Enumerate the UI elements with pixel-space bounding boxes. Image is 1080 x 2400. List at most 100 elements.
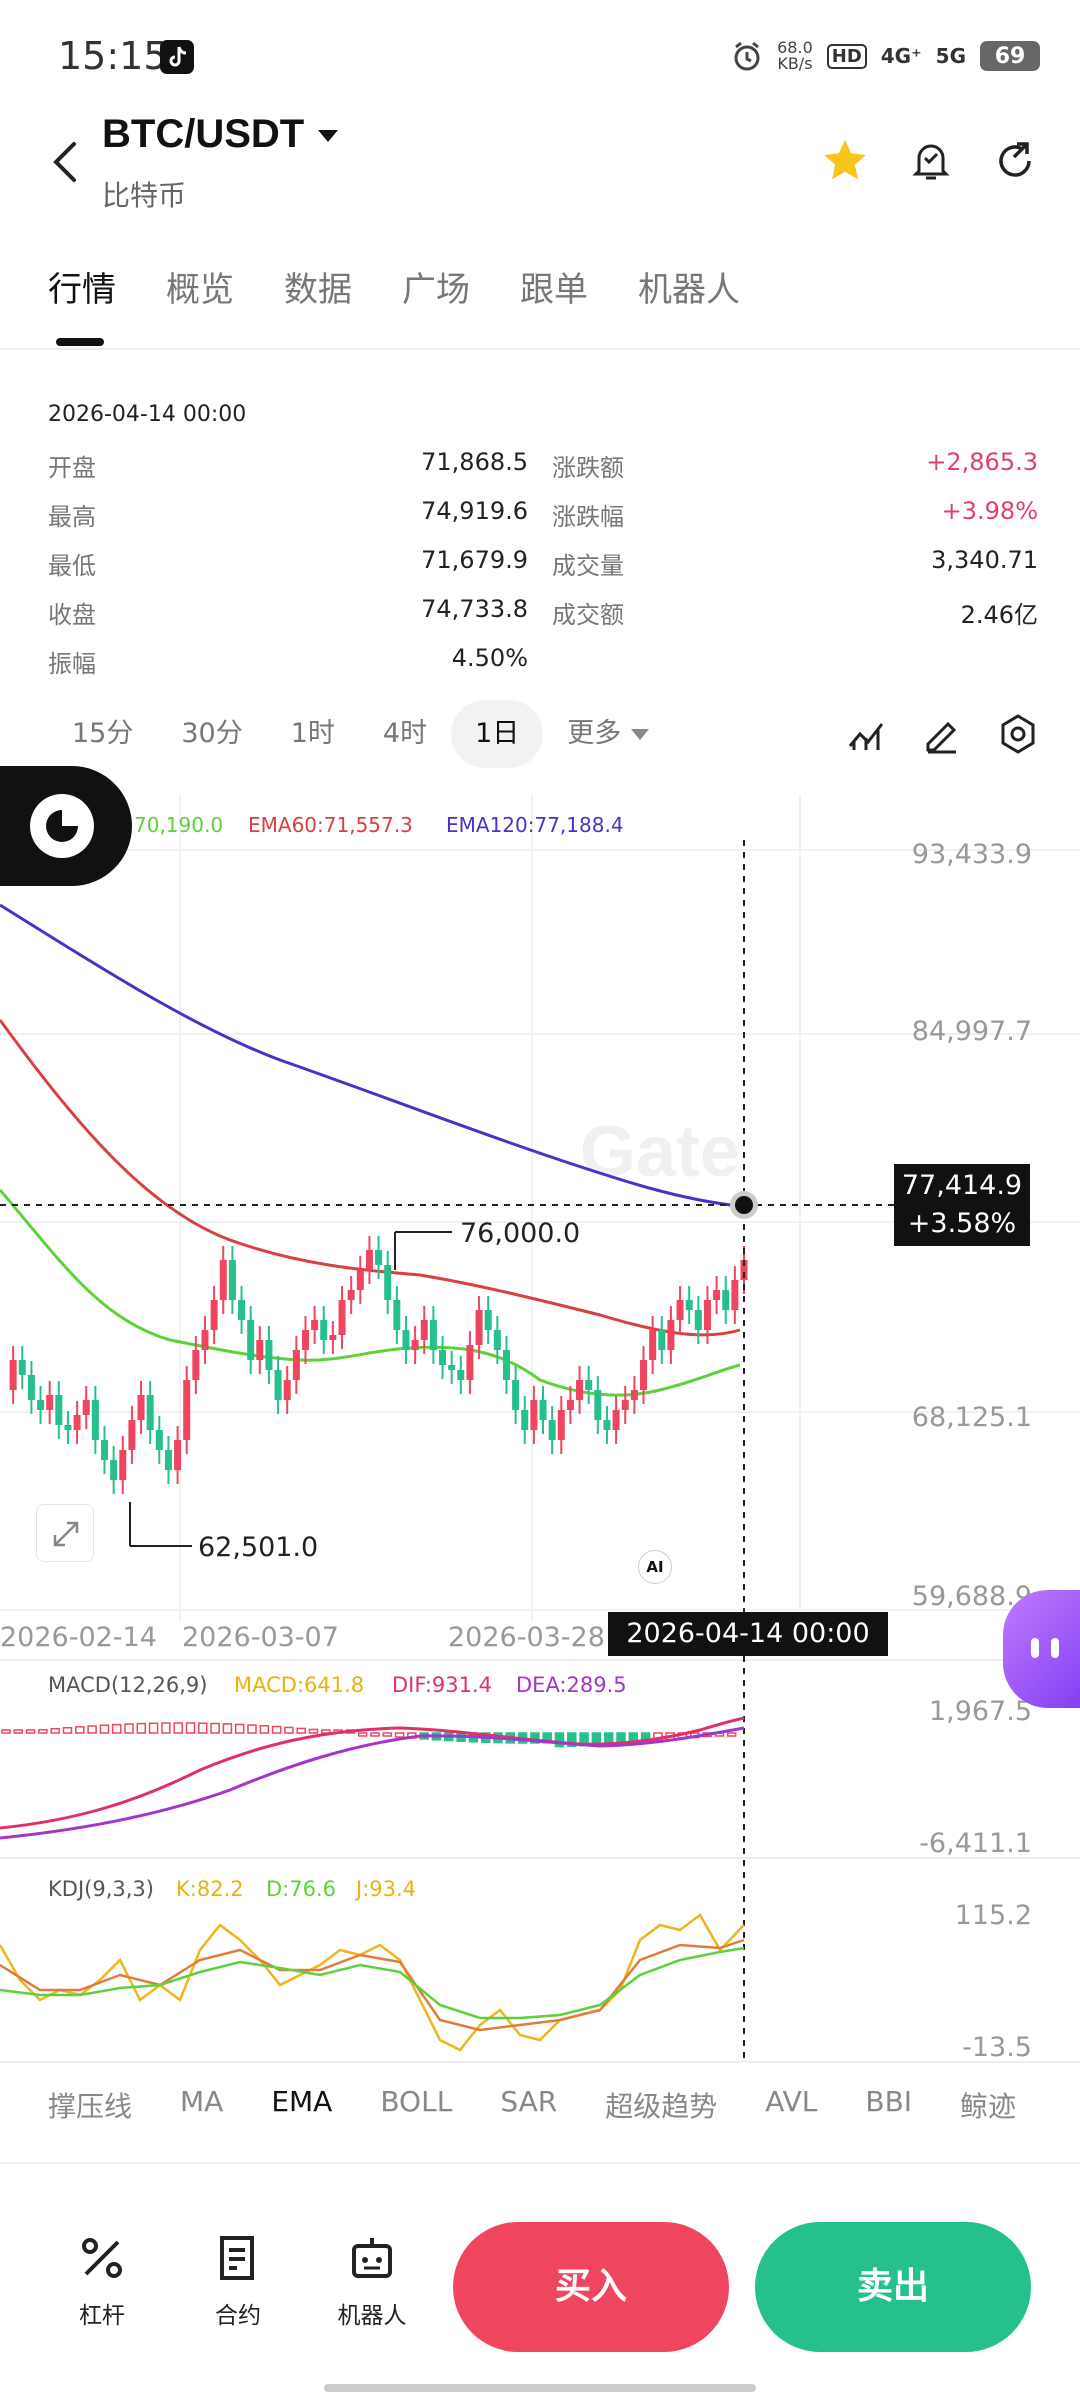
indicator-avl[interactable]: AVL xyxy=(765,2085,818,2118)
candle-body xyxy=(320,1320,328,1340)
candle-body xyxy=(384,1265,392,1300)
macd-bar xyxy=(62,1726,73,1734)
candle-body xyxy=(219,1260,227,1300)
macd-bar xyxy=(308,1728,319,1734)
candle-body xyxy=(228,1260,236,1300)
macd-bar xyxy=(173,1722,183,1734)
kdj-d-value: D:76.6 xyxy=(266,1877,336,1901)
candle-body xyxy=(82,1400,90,1415)
indicator-boll[interactable]: BOLL xyxy=(380,2085,453,2118)
cursor-price: 77,414.9 xyxy=(901,1170,1023,1201)
contract-button[interactable]: 合约 xyxy=(188,2232,288,2330)
chevron-down-icon[interactable] xyxy=(318,130,338,142)
tab-copy-trading[interactable]: 跟单 xyxy=(520,270,588,310)
ai-button[interactable]: AI xyxy=(638,1550,672,1584)
macd-bar xyxy=(136,1722,147,1734)
divider xyxy=(0,348,1080,350)
candle-body xyxy=(722,1290,730,1310)
indicator-sar[interactable]: SAR xyxy=(500,2085,558,2118)
kdj-axis-top: 115.2 xyxy=(955,1900,1032,1931)
leverage-button[interactable]: 杠杆 xyxy=(52,2232,152,2330)
candle-body xyxy=(375,1250,383,1265)
dif-value: DIF:931.4 xyxy=(392,1673,492,1697)
indicator-whale[interactable]: 鲸迹 xyxy=(960,2090,1017,2123)
candle-body xyxy=(539,1400,547,1420)
info-row: 最低 71,679.9 成交量 3,340.71 xyxy=(48,546,1038,590)
candlestick-chart[interactable]: Gate 76,000.0 62,501.0 93,433.9 84,997.7… xyxy=(0,0,1080,2080)
period-30m[interactable]: 30分 xyxy=(181,718,243,749)
indicator-bbi[interactable]: BBI xyxy=(865,2085,913,2118)
tab-data[interactable]: 数据 xyxy=(284,270,352,310)
indicator-support-resistance[interactable]: 撑压线 xyxy=(48,2090,133,2123)
kdj-legend: KDJ(9,3,3) K:82.2 D:76.6 J:93.4 xyxy=(48,1877,416,1901)
period-1d[interactable]: 1日 xyxy=(451,700,544,768)
candle-body xyxy=(347,1290,355,1300)
tab-bots[interactable]: 机器人 xyxy=(638,270,740,310)
buy-button[interactable]: 买入 xyxy=(453,2222,729,2352)
cursor-date-box: 2026-04-14 00:00 xyxy=(608,1612,888,1656)
share-icon[interactable] xyxy=(990,136,1040,186)
home-indicator xyxy=(324,2384,756,2392)
dea-value: DEA:289.5 xyxy=(516,1673,627,1697)
indicator-supertrend[interactable]: 超级趋势 xyxy=(605,2090,718,2123)
expand-chart-button[interactable] xyxy=(36,1504,94,1562)
status-icons: 68.0 KB/s HD 4G⁺ 5G 69 xyxy=(731,34,1040,78)
tab-overview[interactable]: 概览 xyxy=(166,270,234,310)
cursor-price-box: 77,414.9 +3.58% xyxy=(894,1164,1030,1246)
macd-bar xyxy=(38,1728,48,1734)
kdj-axis: 115.2 -13.5 xyxy=(955,1900,1032,2063)
candle-body xyxy=(110,1460,118,1480)
candle-body xyxy=(612,1410,620,1430)
candle-body xyxy=(439,1350,447,1365)
candle-body xyxy=(713,1290,721,1300)
alarm-icon xyxy=(734,41,760,71)
tab-square[interactable]: 广场 xyxy=(402,270,470,310)
settings-icon[interactable] xyxy=(996,712,1040,756)
ema120-line xyxy=(0,903,741,1208)
candle-body xyxy=(292,1350,300,1380)
candle-body xyxy=(238,1300,246,1320)
info-label: 最高 xyxy=(48,503,96,531)
candle-body xyxy=(703,1300,711,1330)
indicator-ema[interactable]: EMA xyxy=(271,2085,333,2118)
info-value: 71,679.9 xyxy=(421,546,528,574)
period-4h[interactable]: 4时 xyxy=(382,718,428,749)
macd-bar xyxy=(357,1732,368,1737)
macd-bar xyxy=(198,1722,208,1734)
candle-body xyxy=(301,1330,309,1350)
draw-pen-icon[interactable] xyxy=(920,712,964,756)
candle-body xyxy=(338,1300,346,1335)
bell-alert-icon[interactable] xyxy=(906,136,956,186)
pair-subtitle: 比特币 xyxy=(102,179,187,212)
candle-body xyxy=(649,1330,657,1360)
period-15m[interactable]: 15分 xyxy=(72,718,134,749)
candle-body xyxy=(18,1360,26,1375)
back-button[interactable] xyxy=(46,140,86,184)
macd-axis: 1,967.5 -6,411.1 xyxy=(919,1696,1032,1859)
period-1h[interactable]: 1时 xyxy=(290,718,335,749)
candle-body xyxy=(466,1345,474,1380)
sell-button[interactable]: 卖出 xyxy=(755,2222,1031,2352)
indicator-ma[interactable]: MA xyxy=(180,2085,224,2118)
indicator-icon[interactable] xyxy=(844,712,888,756)
candle-body xyxy=(365,1250,373,1270)
pair-title[interactable]: BTC/USDT xyxy=(102,112,305,156)
date-tick: 2026-03-28 xyxy=(448,1622,605,1653)
macd-bar xyxy=(234,1723,245,1734)
candle-body xyxy=(329,1335,337,1340)
candle-body xyxy=(210,1300,218,1330)
candle-body xyxy=(566,1400,574,1410)
candle-body xyxy=(512,1380,520,1410)
period-more[interactable]: 更多 xyxy=(543,700,673,768)
ema60-line xyxy=(0,1019,741,1337)
star-icon[interactable] xyxy=(820,136,870,186)
bot-button[interactable]: 机器人 xyxy=(322,2232,422,2330)
gate-logo-badge[interactable] xyxy=(0,766,132,886)
candle-body xyxy=(603,1420,611,1430)
macd-bar xyxy=(99,1724,110,1734)
floating-assistant-button[interactable] xyxy=(1003,1590,1080,1708)
tab-market[interactable]: 行情 xyxy=(48,270,116,310)
candle-body xyxy=(594,1390,602,1420)
macd-bar xyxy=(50,1727,60,1734)
candle-body xyxy=(420,1320,428,1340)
